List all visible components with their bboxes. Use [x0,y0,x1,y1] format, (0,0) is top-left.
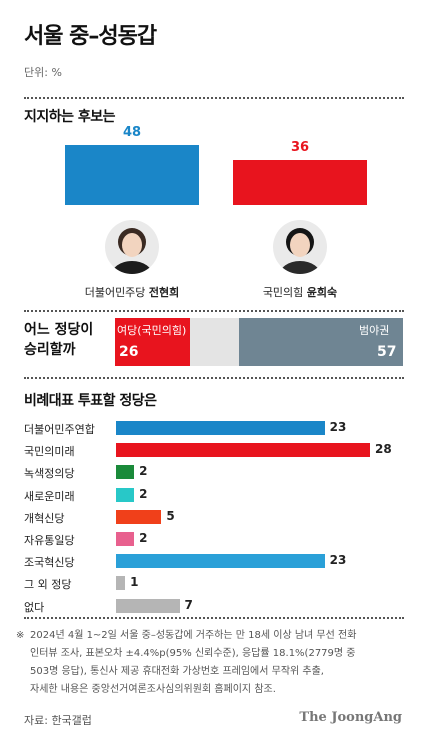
candidate-bar [65,145,199,205]
divider [24,97,404,99]
party-row: 국민의미래 28 [24,441,404,461]
party-label: 없다 [24,600,45,614]
party-value: 5 [166,508,175,523]
party-bar [116,598,180,613]
party-row: 녹색정의당 2 [24,463,404,483]
party-label: 조국혁신당 [24,556,75,570]
candidate-name: 윤희숙 [306,286,338,299]
party-row: 새로운미래 2 [24,486,404,506]
page-title: 서울 중–성동갑 [24,24,157,49]
party-bar [116,532,135,546]
party-row: 그 외 정당 1 [24,574,404,594]
candidate-label: 더불어민주당 전현희 [52,284,212,300]
party-row: 더불어민주연합 23 [24,419,404,439]
candidate-photo [105,220,159,274]
candidate-name: 전현희 [148,286,180,299]
candidate-photo [273,220,327,274]
party-label: 더불어민주연합 [24,423,95,436]
winner-question: 어느 정당이 승리할까 [24,320,93,360]
note-mark: ※ [16,630,25,641]
party-bar [116,487,135,502]
party-row: 개혁신당 5 [24,508,404,528]
divider [24,310,404,312]
ruling-party-segment [115,318,190,366]
party-bar [116,509,162,524]
note-line: 인터뷰 조사, 표본오차 ±4.4%p(95% 신뢰수준), 응답률 18.1%… [30,648,356,659]
party-label: 개혁신당 [24,511,65,525]
ruling-party-value: 26 [119,344,139,360]
party-value: 7 [184,597,193,612]
party-row: 조국혁신당 23 [24,552,404,572]
party-label: 녹색정의당 [24,467,75,481]
party-value: 23 [329,420,347,434]
winner-question-line2: 승리할까 [24,342,76,358]
divider [24,377,404,379]
note-line: 503명 응답), 통신사 제공 휴대전화 가상번호 프레임에서 무작위 추출, [30,666,324,677]
candidate-party: 국민의힘 [262,286,307,299]
divider [24,617,404,619]
candidate-value: 36 [290,140,310,155]
party-value: 23 [329,553,347,568]
party-label: 새로운미래 [24,489,75,503]
party-label: 자유통일당 [24,534,75,547]
survey-note: ※ 2024년 4월 1~2일 서울 중–성동갑에 거주하는 만 18세 이상 … [16,627,416,699]
candidate-bar [233,160,367,205]
party-bar [116,554,325,569]
brand-logo: The JoongAng [299,710,402,725]
proportional-section-title: 비례대표 투표할 정당은 [24,393,157,409]
unit-label: 단위: % [24,66,62,79]
winner-question-line1: 어느 정당이 [24,322,94,338]
party-value: 2 [139,464,148,479]
party-row: 자유통일당 2 [24,530,404,550]
note-line: 2024년 4월 1~2일 서울 중–성동갑에 거주하는 만 18세 이상 남녀… [30,630,357,641]
person-icon [111,228,153,274]
party-bar [116,465,135,480]
candidate-value: 48 [122,125,142,140]
party-bar [116,443,370,458]
support-section-title: 지지하는 후보는 [24,109,116,125]
candidate-label: 국민의힘 윤희숙 [220,284,380,300]
support-chart: 48 더불어민주당 전현희 36 국민의힘 윤희숙 [0,0,430,310]
party-label: 국민의미래 [24,445,75,459]
person-icon [279,228,321,274]
party-value: 1 [130,575,139,590]
party-label: 그 외 정당 [24,578,72,592]
candidate-party: 더불어민주당 [84,286,149,299]
party-value: 2 [139,486,148,501]
opposition-segment [238,318,403,366]
note-line: 자세한 내용은 중앙선거여론조사심의위원회 홈페이지 참조. [30,684,276,695]
opposition-label: 범야권 [359,324,390,337]
opposition-value: 57 [377,344,397,360]
party-value: 28 [375,442,392,457]
undecided-segment [189,318,239,366]
party-bar [116,576,126,591]
party-row: 없다 7 [24,597,404,617]
party-value: 2 [139,531,148,545]
source-label: 자료: 한국갤럽 [24,714,92,727]
party-bar [116,421,325,435]
ruling-party-label: 여당(국민의힘) [117,324,187,337]
